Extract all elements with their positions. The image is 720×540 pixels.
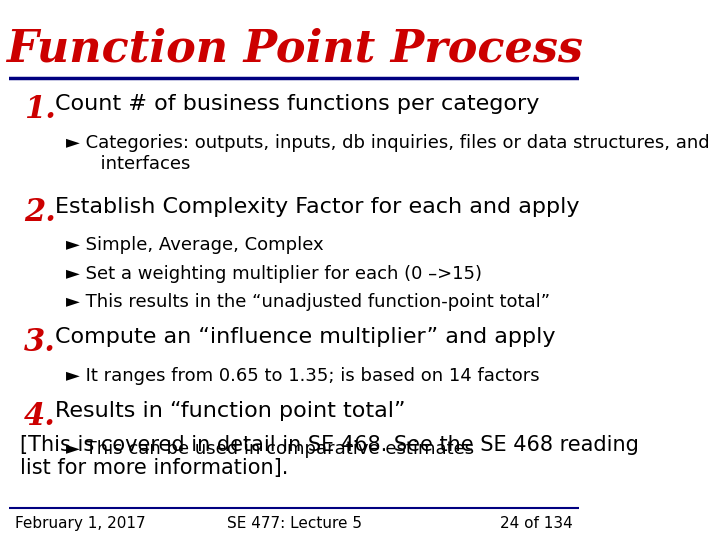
- Text: 3.: 3.: [24, 327, 55, 358]
- Text: SE 477: Lecture 5: SE 477: Lecture 5: [227, 516, 361, 531]
- Text: ► This can be used in comparative estimates: ► This can be used in comparative estima…: [66, 440, 474, 458]
- Text: [This is covered in detail in SE 468. See the SE 468 reading
list for more infor: [This is covered in detail in SE 468. Se…: [19, 435, 639, 478]
- Text: ► It ranges from 0.65 to 1.35; is based on 14 factors: ► It ranges from 0.65 to 1.35; is based …: [66, 367, 540, 384]
- Text: ► This results in the “unadjusted function-point total”: ► This results in the “unadjusted functi…: [66, 293, 551, 311]
- Text: Results in “function point total”: Results in “function point total”: [55, 401, 405, 421]
- Text: 4.: 4.: [24, 401, 55, 431]
- Text: 2.: 2.: [24, 197, 55, 227]
- Text: ► Set a weighting multiplier for each (0 –>15): ► Set a weighting multiplier for each (0…: [66, 265, 482, 282]
- Text: Count # of business functions per category: Count # of business functions per catego…: [55, 94, 539, 114]
- Text: ► Simple, Average, Complex: ► Simple, Average, Complex: [66, 236, 324, 254]
- Text: 24 of 134: 24 of 134: [500, 516, 573, 531]
- Text: 1.: 1.: [24, 94, 55, 125]
- Text: Establish Complexity Factor for each and apply: Establish Complexity Factor for each and…: [55, 197, 580, 217]
- Text: February 1, 2017: February 1, 2017: [15, 516, 145, 531]
- Text: Function Point Process: Function Point Process: [6, 27, 582, 70]
- Text: ► Categories: outputs, inputs, db inquiries, files or data structures, and
     : ► Categories: outputs, inputs, db inquir…: [66, 134, 710, 173]
- Text: Compute an “influence multiplier” and apply: Compute an “influence multiplier” and ap…: [55, 327, 555, 347]
